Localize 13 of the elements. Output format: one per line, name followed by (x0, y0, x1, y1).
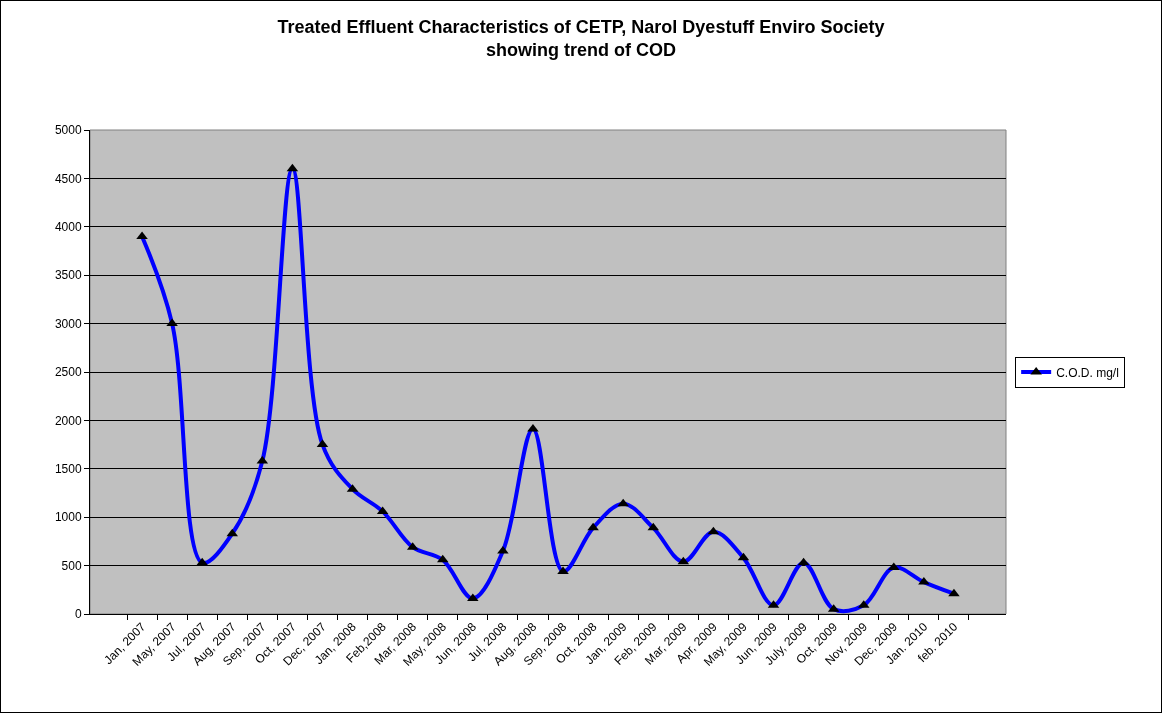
y-tick-label: 2000 (54, 413, 82, 428)
y-tick-label: 5000 (54, 123, 82, 138)
y-tick-label: 4000 (54, 220, 82, 234)
legend-label: C.O.D. mg/l (1056, 365, 1119, 380)
y-tick-label: 4500 (54, 171, 82, 186)
chart-title: Treated Effluent Characteristics of CETP, Narol Dyestuff Enviro Society showing trend of COD (277, 17, 885, 61)
y-tick-label: 3500 (54, 268, 82, 283)
y-tick-label: 0 (74, 607, 82, 622)
y-tick-label: 1000 (54, 510, 82, 525)
y-tick-label: 3000 (54, 316, 82, 331)
y-tick-label: 2500 (54, 365, 82, 380)
y-tick-label: 1500 (54, 462, 82, 476)
y-tick-label: 500 (61, 558, 82, 573)
